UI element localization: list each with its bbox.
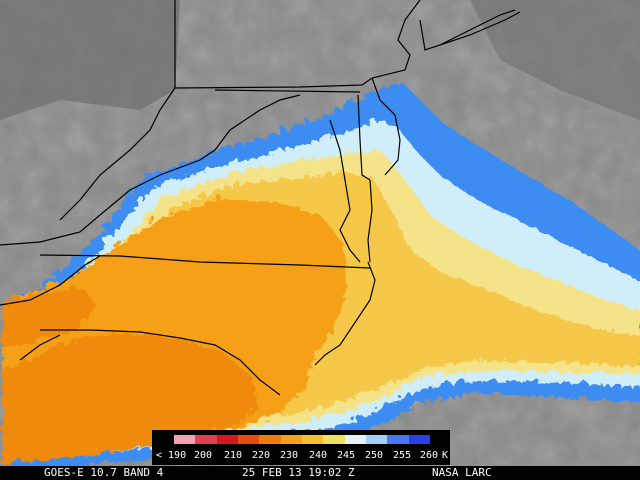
color-ramp-segment	[195, 435, 217, 444]
temperature-legend: < 190 200 210 220 230 240 245 250 255 26…	[152, 430, 450, 465]
border-va-nc	[39, 254, 371, 269]
border-wv-oh	[59, 87, 176, 221]
border-ny-ct	[419, 9, 516, 51]
legend-label: 210	[224, 450, 243, 461]
legend-label: 250	[365, 450, 384, 461]
border-nc-tn	[0, 255, 101, 306]
border-wv-va	[99, 94, 301, 216]
border-sc-ga	[19, 334, 61, 361]
color-ramp	[174, 435, 430, 444]
legend-label: 200	[194, 450, 213, 461]
legend-tick-labels: < 190 200 210 220 230 240 245 250 255 26…	[152, 450, 450, 462]
product-label: GOES-E 10.7 BAND 4	[44, 466, 164, 479]
deep-orange-west	[0, 285, 95, 345]
border-md-pa	[214, 89, 361, 93]
legend-label: 230	[280, 450, 299, 461]
color-ramp-segment	[216, 435, 238, 444]
color-ramp-segment	[344, 435, 366, 444]
border-de-md	[357, 94, 371, 181]
datetime-label: 25 FEB 13 19:02 Z	[242, 466, 355, 479]
color-ramp-segment	[237, 435, 260, 444]
legend-label: 255	[393, 450, 412, 461]
coast-chesapeake	[329, 119, 361, 263]
color-ramp-segment	[365, 435, 388, 444]
dark-cloud-northeast	[470, 0, 640, 120]
color-ramp-segment	[301, 435, 324, 444]
state-borders	[0, 0, 521, 396]
color-ramp-segment	[280, 435, 302, 444]
legend-label: 260	[420, 450, 439, 461]
legend-label: 245	[337, 450, 356, 461]
border-nj	[371, 77, 401, 176]
border-pa-ny	[174, 0, 421, 89]
image-caption-bar: GOES-E 10.7 BAND 4 25 FEB 13 19:02 Z NAS…	[0, 466, 640, 480]
color-ramp-segment	[174, 435, 196, 444]
legend-unit: K	[442, 450, 449, 461]
dark-cloud-northwest	[0, 0, 180, 120]
coast-delmarva	[367, 179, 373, 263]
border-nc-sc	[40, 329, 281, 396]
border-ky-va	[0, 214, 101, 246]
color-ramp-segment	[259, 435, 281, 444]
credit-label: NASA LARC	[432, 466, 492, 479]
deep-orange-core	[0, 330, 255, 462]
legend-label: 240	[309, 450, 328, 461]
legend-label: < 190	[156, 450, 187, 461]
legend-label: 220	[252, 450, 271, 461]
coast-long-island	[439, 11, 521, 46]
color-ramp-segment	[387, 435, 409, 444]
coast-outer-banks	[314, 261, 376, 366]
color-ramp-segment	[323, 435, 345, 444]
color-ramp-segment	[408, 435, 430, 444]
